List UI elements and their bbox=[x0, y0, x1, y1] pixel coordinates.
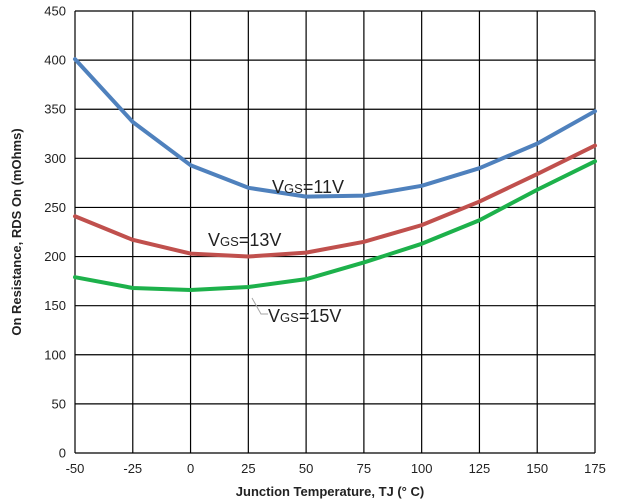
series-label-vgs-15v-sub: GS bbox=[280, 310, 299, 325]
x-tick-label-7: 125 bbox=[469, 461, 491, 476]
x-tick-labels: -50 -25 0 25 50 75 100 125 150 175 bbox=[66, 461, 606, 476]
series-line-1 bbox=[73, 143, 597, 259]
y-tick-label-0: 0 bbox=[59, 446, 66, 461]
y-tick-labels: 0 50 100 150 200 250 300 350 400 450 bbox=[44, 4, 66, 461]
series-label-vgs-15v-leader bbox=[251, 297, 268, 315]
x-tick-label-8: 150 bbox=[526, 461, 548, 476]
plot-area bbox=[75, 11, 595, 453]
series-label-vgs-11v: VGS=11V bbox=[272, 177, 344, 197]
x-tick-label-0: -50 bbox=[66, 461, 85, 476]
y-tick-label-2: 100 bbox=[44, 347, 66, 362]
y-axis-title: On Resistance, RDS On (mOhms) bbox=[9, 128, 24, 335]
y-tick-label-8: 400 bbox=[44, 53, 66, 68]
series-label-vgs-13v-rest: =13V bbox=[239, 230, 282, 250]
x-tick-label-5: 75 bbox=[357, 461, 371, 476]
y-tick-label-9: 450 bbox=[44, 4, 66, 19]
x-tick-label-6: 100 bbox=[411, 461, 433, 476]
series-label-vgs-13v-sub: GS bbox=[220, 234, 239, 249]
y-tick-label-7: 350 bbox=[44, 102, 66, 117]
y-tick-label-6: 300 bbox=[44, 151, 66, 166]
y-tick-label-1: 50 bbox=[52, 396, 66, 411]
x-tick-label-4: 50 bbox=[299, 461, 313, 476]
x-axis-title: Junction Temperature, TJ (° C) bbox=[236, 484, 424, 499]
series-label-vgs-11v-sub: GS bbox=[284, 181, 303, 196]
series-label-vgs-13v-main: V bbox=[208, 230, 220, 250]
x-tick-label-2: 0 bbox=[187, 461, 194, 476]
x-tick-label-9: 175 bbox=[584, 461, 606, 476]
grid-lines bbox=[74, 10, 596, 454]
series-label-vgs-13v: VGS=13V bbox=[208, 230, 281, 250]
series-label-vgs-11v-rest: =11V bbox=[303, 177, 344, 197]
series-lines bbox=[73, 57, 597, 292]
y-tick-label-4: 200 bbox=[44, 249, 66, 264]
x-tick-label-3: 25 bbox=[241, 461, 255, 476]
y-tick-label-5: 250 bbox=[44, 200, 66, 215]
series-line-2 bbox=[73, 159, 597, 292]
series-label-vgs-15v: VGS=15V bbox=[268, 306, 341, 326]
series-label-vgs-15v-rest: =15V bbox=[299, 306, 342, 326]
y-tick-label-3: 150 bbox=[44, 298, 66, 313]
series-line-0 bbox=[73, 57, 597, 199]
series-label-vgs-15v-main: V bbox=[268, 306, 280, 326]
x-tick-label-1: -25 bbox=[123, 461, 142, 476]
series-label-vgs-11v-main: V bbox=[272, 177, 284, 197]
